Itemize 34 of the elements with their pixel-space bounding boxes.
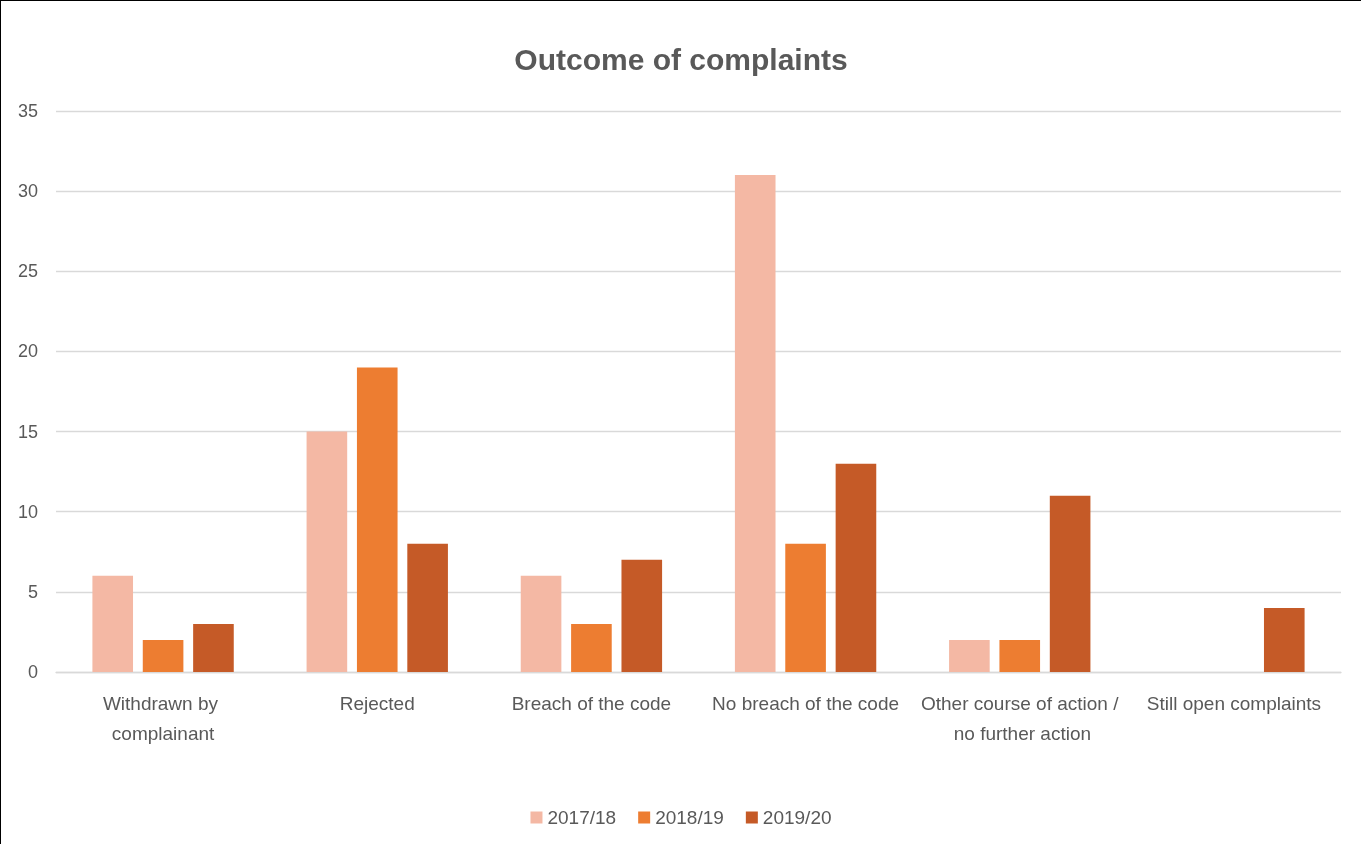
bar: [734, 175, 776, 672]
legend-label: 2017/18: [547, 807, 617, 828]
bar: [949, 639, 990, 672]
legend-label: 2019/20: [762, 807, 832, 828]
y-tick-label: 5: [27, 581, 38, 602]
bar: [193, 623, 234, 672]
bar: [142, 639, 184, 672]
x-tick-label: Withdrawn by complainant: [102, 692, 224, 744]
bar: [306, 431, 348, 672]
bar: [621, 559, 663, 672]
y-tick-label: 20: [17, 341, 38, 362]
y-tick-label: 0: [27, 662, 38, 682]
bar: [520, 575, 562, 672]
bar: [571, 623, 612, 672]
bar: [92, 575, 134, 672]
x-tick-label: Rejected: [339, 692, 415, 714]
x-tick-label: Other course of action / no further action: [921, 692, 1120, 744]
legend-label: 2018/19: [655, 807, 724, 828]
bar: [835, 463, 877, 672]
y-tick-label: 35: [17, 101, 38, 121]
bar: [999, 639, 1041, 672]
y-tick-label: 25: [17, 261, 38, 282]
y-tick-label: 30: [17, 181, 38, 202]
x-tick-label: Breach of the code: [511, 692, 672, 714]
bar: [1049, 495, 1091, 672]
chart-title: Outcome of complaints: [514, 42, 848, 76]
bar: [407, 543, 448, 672]
bar: [1263, 607, 1305, 672]
x-tick-label: No breach of the code: [712, 692, 900, 714]
y-tick-label: 10: [17, 501, 38, 522]
x-tick-label: Still open complaints: [1146, 692, 1322, 714]
bar: [785, 543, 826, 672]
bar: [356, 367, 398, 672]
y-tick-label: 15: [17, 421, 38, 442]
